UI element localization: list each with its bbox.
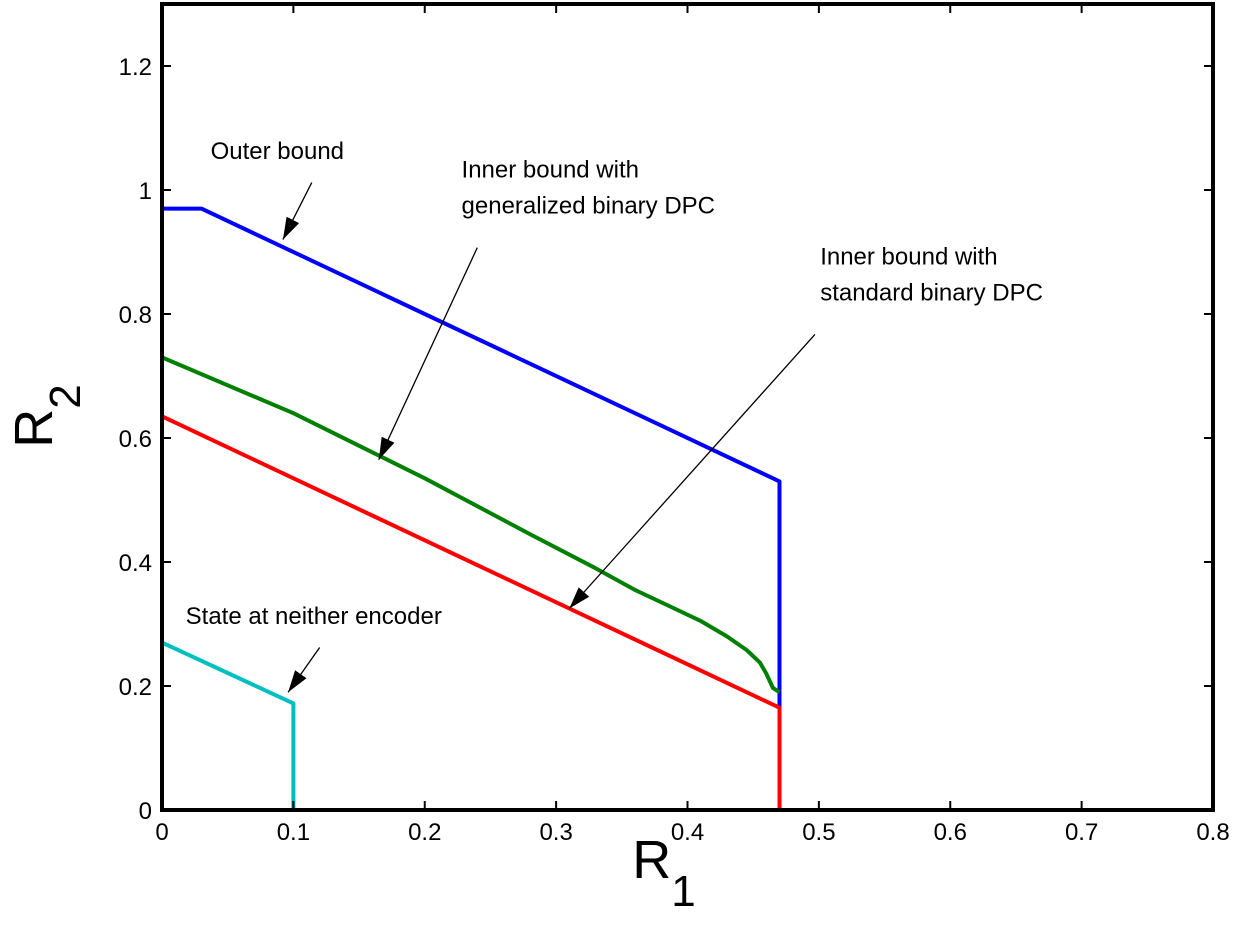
x-tick-label: 0.4 [671,819,704,846]
x-axis-label-subscript: 1 [671,867,695,916]
series-line-1 [162,206,782,810]
annotation-arrowhead-2 [378,436,395,460]
x-tick-label: 0.2 [408,819,441,846]
annotation-arrow-line-3 [568,334,816,609]
y-axis-label: R2 [4,384,90,447]
series-layer [161,206,782,810]
annotation-line: generalized binary DPC [462,193,715,220]
annotation-line: Outer bound [211,138,344,165]
x-axis-label-main: R [632,830,671,890]
annotation-text-2: Inner bound with generalized binary DPC [462,157,715,220]
annotation-text-4: State at neither encoder [186,603,442,630]
y-tick-label: 1 [139,178,152,205]
annotation-layer: Outer bound Inner bound with generalized b… [186,138,1043,693]
annotation-line: standard binary DPC [820,279,1043,306]
x-tick-label: 0.3 [539,819,572,846]
y-tick-label: 0.6 [119,426,152,453]
series-line-4 [161,640,296,810]
annotation-line: State at neither encoder [186,603,442,630]
y-tick-label: 1.2 [119,54,152,81]
x-tick-label: 0.6 [934,819,967,846]
series-line-3 [161,414,782,810]
x-tick-label: 0.8 [1196,819,1229,846]
y-tick-label: 0.4 [119,550,152,577]
x-tick-label: 0.1 [277,819,310,846]
annotation-arrowhead-3 [569,587,590,609]
y-tick-label: 0 [139,798,152,825]
y-tick-label: 0.8 [119,302,152,329]
y-axis-label-main: R [4,409,64,448]
annotation-text-3: Inner bound with standard binary DPC [820,243,1043,306]
x-tick-label: 0.5 [802,819,835,846]
annotation-line: Inner bound with [820,243,997,270]
x-tick-label: 0 [155,819,168,846]
annotation-arrowhead-1 [282,216,300,240]
annotation-arrowhead-4 [288,670,307,693]
annotation-text-1: Outer bound [211,138,344,165]
tick-layer: 0 0.1 0.2 0.3 0.4 0.5 0.6 0.7 0.8 0 0.2 0.4 0.6 0.8 1 1… [119,4,1230,846]
annotation-line: Inner bound with [462,157,639,184]
y-axis-label-subscript: 2 [41,384,90,408]
series-line-2 [161,355,781,694]
x-axis-label: R1 [632,830,695,916]
y-tick-label: 0.2 [119,674,152,701]
annotation-arrow-line-2 [378,247,478,460]
x-tick-label: 0.7 [1065,819,1098,846]
